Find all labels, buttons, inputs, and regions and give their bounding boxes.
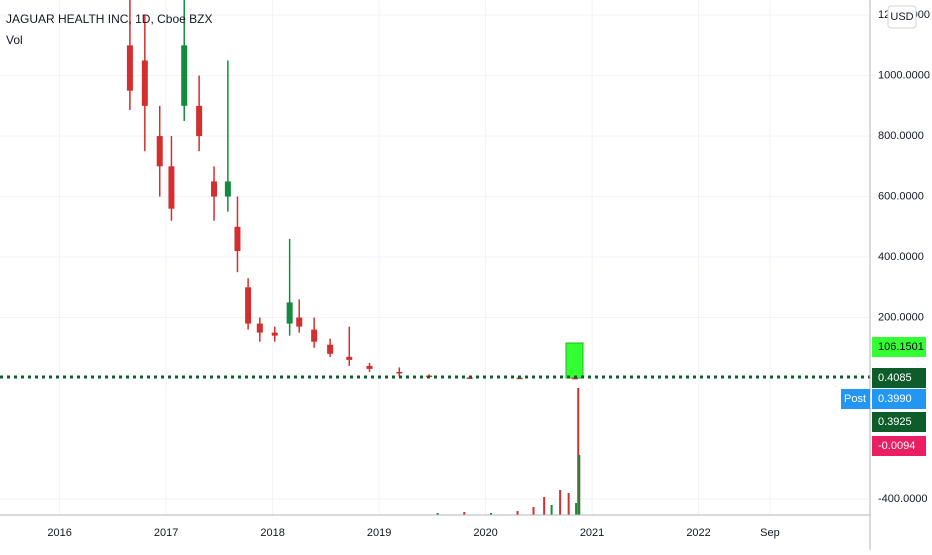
price-badge: 0.3925 bbox=[872, 412, 926, 432]
badge-label: 0.3925 bbox=[878, 416, 912, 428]
candle-body bbox=[396, 371, 403, 374]
volume-bar bbox=[577, 388, 580, 515]
badge-box bbox=[872, 412, 926, 432]
candle-body bbox=[346, 356, 353, 360]
badge-label: -0.0094 bbox=[878, 440, 915, 452]
volume-bar bbox=[567, 493, 570, 515]
volume-bar bbox=[559, 490, 562, 515]
price-badge: 0.3990 bbox=[872, 389, 926, 409]
chart-title: JAGUAR HEALTH INC, 1D, Cboe BZX bbox=[6, 12, 213, 26]
volume-bar bbox=[532, 507, 535, 515]
plot-area bbox=[126, 0, 584, 515]
candle-body bbox=[311, 329, 318, 342]
currency-label[interactable]: USD bbox=[890, 11, 913, 23]
candle-body bbox=[245, 287, 252, 324]
indicator-label: Vol bbox=[6, 33, 23, 47]
volume-bar bbox=[489, 513, 492, 515]
y-tick-label: 800.0000 bbox=[878, 130, 924, 142]
x-tick-label: 2019 bbox=[367, 527, 391, 539]
candle-body bbox=[296, 317, 303, 327]
x-tick-label: 2020 bbox=[473, 527, 497, 539]
candle-body bbox=[256, 323, 263, 333]
candle-body bbox=[366, 365, 373, 369]
candle-body bbox=[224, 181, 231, 197]
x-tick-label: 2021 bbox=[580, 527, 604, 539]
volume-bar bbox=[516, 511, 519, 515]
volume-bar bbox=[436, 513, 439, 515]
candle-body bbox=[196, 105, 203, 137]
x-tick-label: 2022 bbox=[686, 527, 710, 539]
candle-body bbox=[181, 45, 188, 106]
badge-label: 0.3990 bbox=[878, 393, 912, 405]
badges: 106.1501 0.4085 0.3990 0.3925 -0.0094 Post bbox=[841, 337, 926, 456]
candle-body bbox=[126, 45, 133, 91]
x-tick-label: 2016 bbox=[47, 527, 71, 539]
y-tick-label: 1000.0000 bbox=[878, 70, 930, 82]
candle-body bbox=[327, 344, 334, 354]
post-label: Post bbox=[844, 393, 866, 405]
x-tick-label: 2017 bbox=[154, 527, 178, 539]
candle-body bbox=[234, 226, 241, 251]
candle-body bbox=[156, 136, 163, 167]
price-badge: -0.0094 bbox=[872, 436, 926, 456]
x-tick-label: Sep bbox=[760, 527, 780, 539]
y-tick-label: 400.0000 bbox=[878, 251, 924, 263]
volume-bar bbox=[543, 497, 546, 515]
volume-bar bbox=[578, 455, 581, 515]
badge-box bbox=[872, 337, 926, 357]
candle-body bbox=[286, 302, 293, 324]
volume-bar bbox=[575, 503, 578, 515]
candle-body bbox=[168, 166, 175, 209]
candle-body bbox=[141, 60, 148, 106]
y-tick-label: 200.0000 bbox=[878, 311, 924, 323]
price-badge: 0.4085 bbox=[872, 368, 926, 388]
badge-box bbox=[872, 436, 926, 456]
grid bbox=[0, 0, 870, 515]
post-box bbox=[841, 389, 870, 409]
currency-button[interactable] bbox=[887, 5, 917, 29]
y-tick-label: 600.0000 bbox=[878, 190, 924, 202]
volume-bar bbox=[550, 505, 553, 515]
badge-box bbox=[872, 368, 926, 388]
range-box bbox=[565, 342, 584, 379]
badge-box bbox=[872, 389, 926, 409]
axis: 1200.00001000.0000800.0000600.0000400.00… bbox=[47, 9, 930, 539]
candle-body bbox=[271, 332, 278, 336]
y-tick-label: -400.0000 bbox=[878, 493, 928, 505]
x-tick-label: 2018 bbox=[260, 527, 284, 539]
badge-label: 106.1501 bbox=[878, 341, 924, 353]
volume-bar bbox=[463, 512, 466, 515]
candle-body bbox=[572, 377, 579, 380]
price-badge: 106.1501 bbox=[872, 337, 926, 357]
badge-label: 0.4085 bbox=[878, 372, 912, 384]
candle-body bbox=[211, 181, 218, 197]
post-badge: Post bbox=[841, 389, 870, 409]
